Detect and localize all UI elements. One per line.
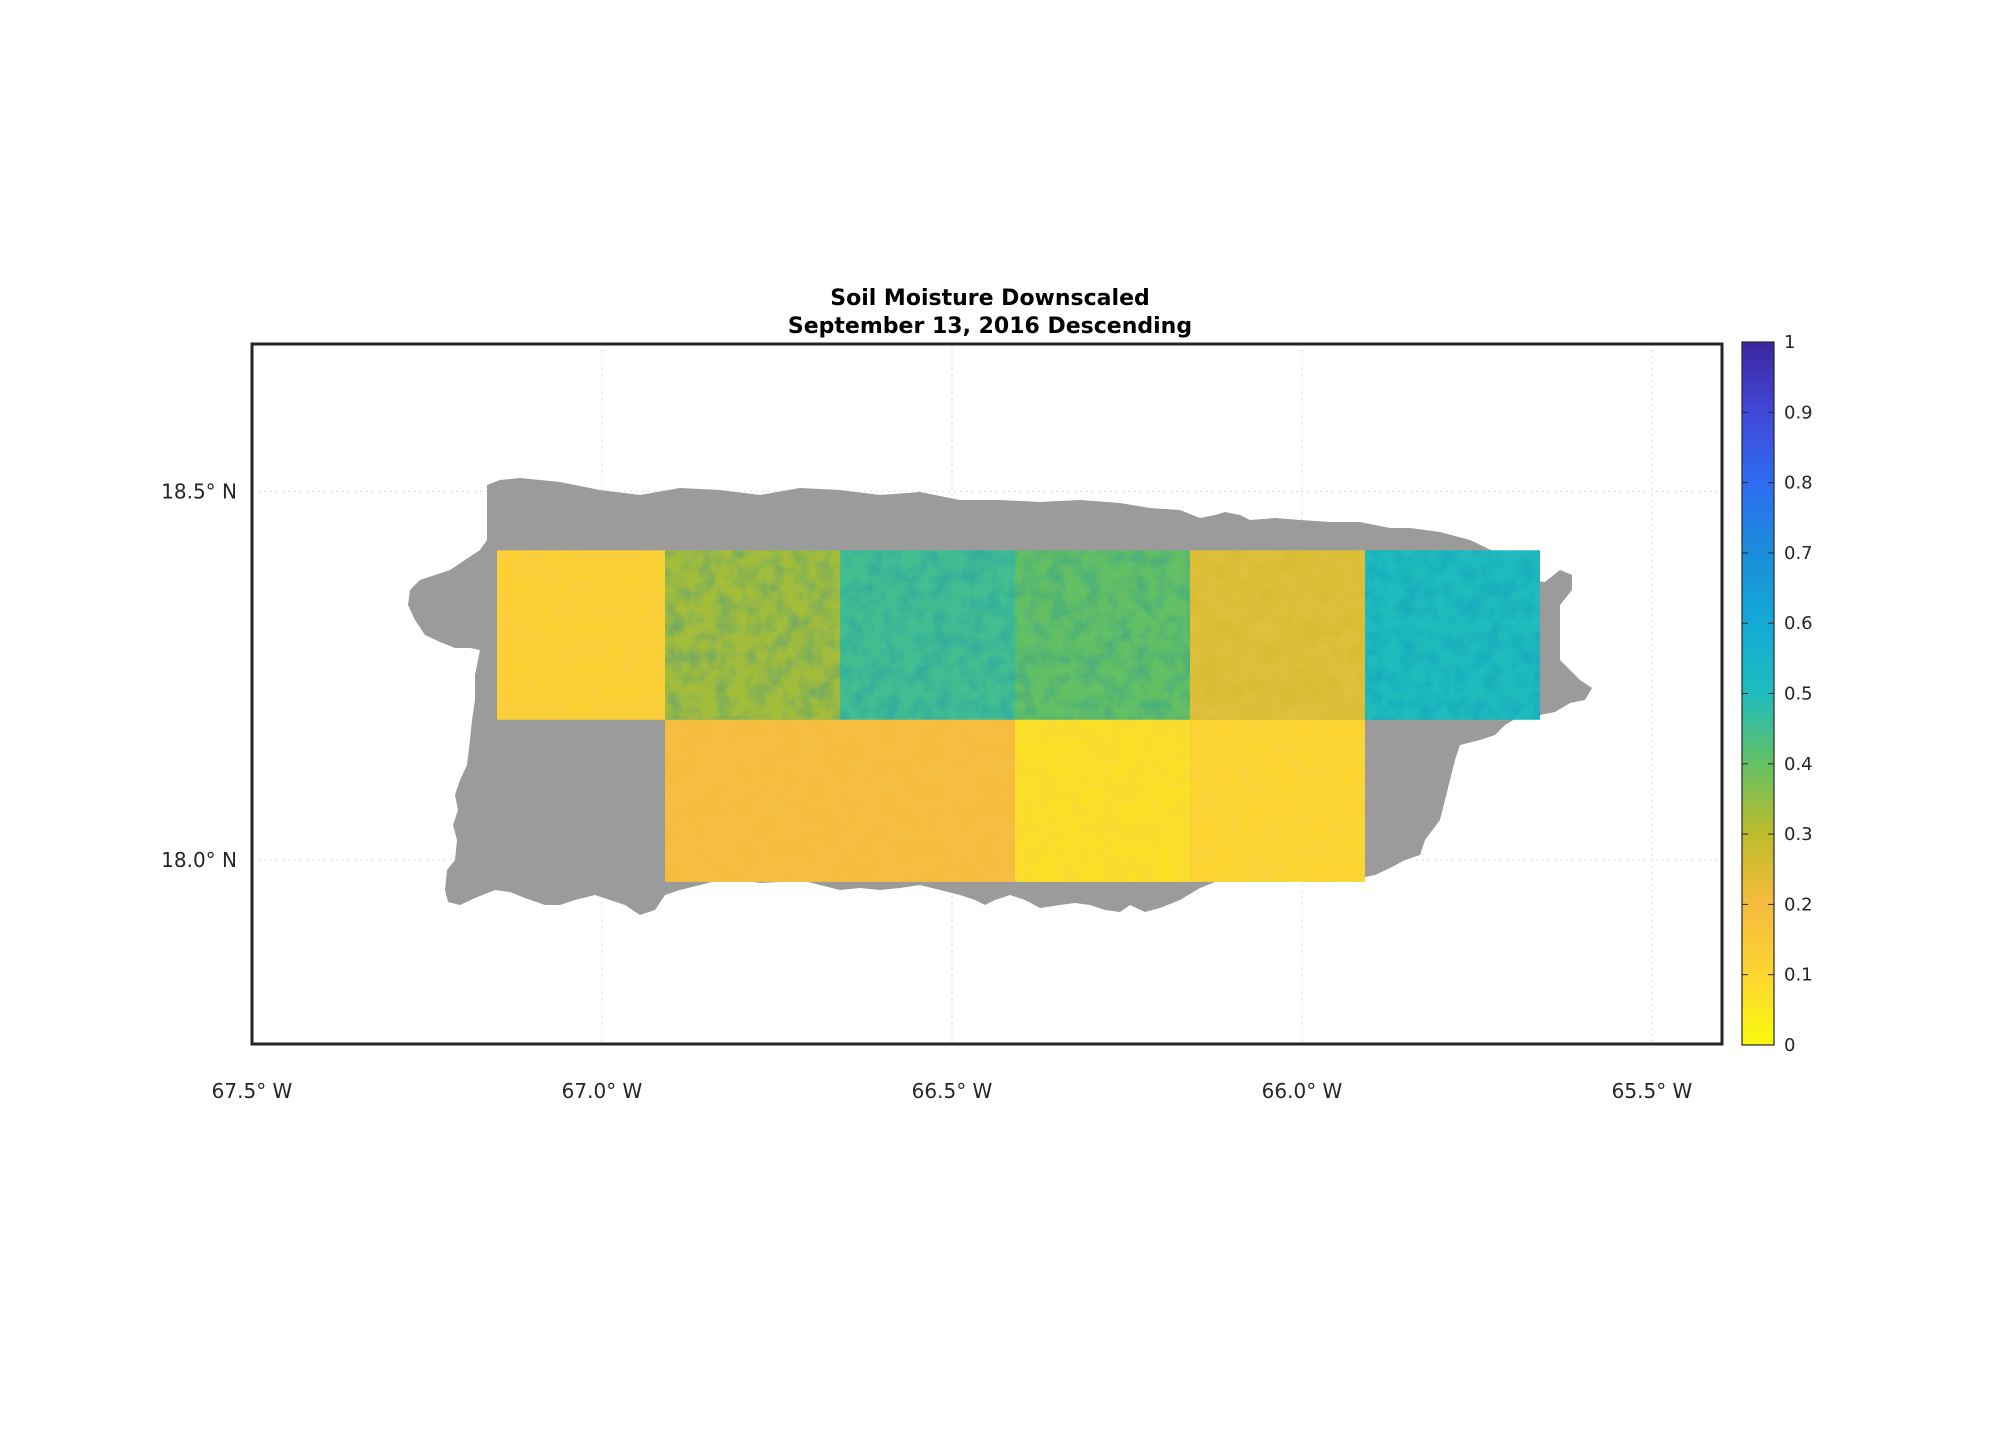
lon-tick-label: 66.5° W: [912, 1079, 993, 1103]
lat-tick-label: 18.0° N: [161, 848, 237, 872]
colorbar-tick-label: 0.4: [1784, 754, 1813, 775]
colorbar-ticks: 0 0.1 0.2 0.3 0.4 0.5 0.6 0.7 0.8 0.9 1: [1742, 332, 1813, 1056]
colorbar-tick-label: 0.2: [1784, 894, 1813, 915]
soil-moisture-tile: [1190, 719, 1365, 882]
tile-texture: [1190, 550, 1365, 720]
colorbar-tick-label: 0: [1784, 1035, 1795, 1056]
colorbar-tick-label: 0.6: [1784, 613, 1813, 634]
lon-tick-label: 66.0° W: [1262, 1079, 1343, 1103]
map-subtitle: September 13, 2016 Descending: [788, 314, 1192, 339]
tile-texture: [497, 550, 665, 720]
soil-moisture-tile: [1015, 719, 1190, 882]
longitude-tick-labels: 67.5° W 67.0° W 66.5° W 66.0° W 65.5° W: [212, 1079, 1693, 1103]
soil-moisture-tile: [497, 550, 665, 720]
latitude-tick-labels: 18.5° N 18.0° N: [161, 479, 237, 871]
colorbar-tick-label: 0.8: [1784, 473, 1813, 494]
colorbar-tick-label: 0.3: [1784, 824, 1813, 845]
tile-texture: [840, 550, 1015, 720]
plot-frame: [250, 342, 1724, 1046]
tile-texture: [1190, 719, 1365, 882]
colorbar-tick-label: 0.5: [1784, 684, 1813, 705]
tile-texture: [665, 550, 840, 720]
soil-moisture-tile: [840, 550, 1015, 720]
map-title: Soil Moisture Downscaled: [830, 286, 1150, 311]
colorbar-tick-label: 0.7: [1784, 543, 1813, 564]
soil-moisture-tile: [840, 719, 1015, 882]
soil-moisture-tile: [1365, 550, 1540, 720]
soil-moisture-tile: [665, 550, 840, 720]
colorbar-tick-label: 0.9: [1784, 402, 1813, 423]
tile-texture: [665, 719, 840, 882]
lon-tick-label: 67.5° W: [212, 1079, 293, 1103]
lon-tick-label: 67.0° W: [562, 1079, 643, 1103]
lon-tick-label: 65.5° W: [1612, 1079, 1693, 1103]
soil-moisture-tile: [1190, 550, 1365, 720]
tile-texture: [1365, 550, 1540, 720]
soil-moisture-tiles: [497, 550, 1540, 882]
tile-texture: [1015, 719, 1190, 882]
tile-texture: [1015, 550, 1190, 720]
colorbar-tick-label: 1: [1784, 332, 1795, 353]
tile-texture: [840, 719, 1015, 882]
lat-tick-label: 18.5° N: [161, 479, 237, 503]
soil-moisture-tile: [1015, 550, 1190, 720]
soil-moisture-tile: [665, 719, 840, 882]
colorbar-tick-label: 0.1: [1784, 965, 1813, 986]
